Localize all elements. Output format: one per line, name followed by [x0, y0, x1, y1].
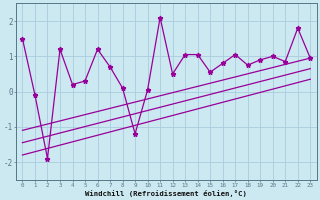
X-axis label: Windchill (Refroidissement éolien,°C): Windchill (Refroidissement éolien,°C) — [85, 190, 247, 197]
